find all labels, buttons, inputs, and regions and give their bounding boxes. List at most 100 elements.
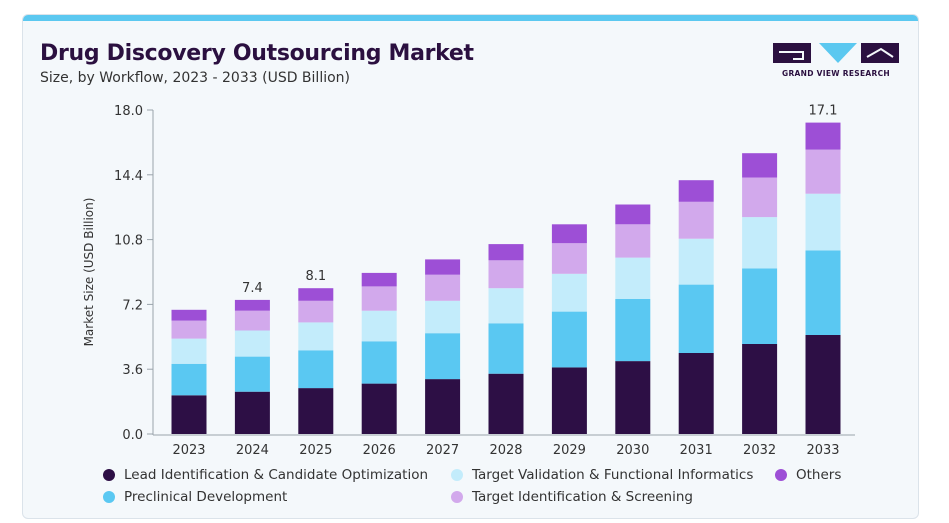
bar-segment-2033-4 [805,122,841,150]
legend-item: Target Identification & Screening [451,489,693,505]
legend-label: Target Validation & Functional Informati… [472,467,754,483]
logo-mark-center [819,43,857,63]
bar-segment-2024-1 [234,356,270,392]
x-tick-label: 2024 [236,443,269,455]
accent-bar [23,15,918,21]
bar-segment-2024-4 [234,299,270,311]
y-axis: 0.0 3.6 7.2 10.8 14.4 18.0 [114,104,154,443]
bar-segment-2031-0 [678,353,714,434]
bar-segment-2031-1 [678,284,714,353]
bar-segment-2027-4 [425,259,461,275]
bar-segment-2025-2 [298,322,334,351]
legend-item: Target Validation & Functional Informati… [451,467,753,483]
bar-segment-2025-3 [298,300,334,323]
x-tick-label: 2023 [172,443,205,455]
bar-segment-2025-4 [298,288,334,301]
bar-segment-2027-3 [425,274,461,301]
legend-label: Target Identification & Screening [472,489,693,505]
bar-segment-2026-4 [361,272,397,287]
y-tick-label: 7.2 [122,298,143,313]
legend-label: Preclinical Development [124,489,288,505]
legend-swatch [451,491,463,503]
bar-segment-2030-2 [615,257,651,299]
bar-segment-2032-2 [742,217,778,269]
x-tick-label: 2033 [806,443,839,455]
bar-segment-2027-0 [425,379,461,434]
legend-swatch [103,469,115,481]
data-label-2024: 7.4 [242,281,263,296]
chart-subtitle: Size, by Workflow, 2023 - 2033 (USD Bill… [40,70,350,86]
bar-segment-2031-2 [678,238,714,285]
bar-segment-2033-0 [805,335,841,434]
bar-segment-2026-0 [361,383,397,434]
x-tick-label: 2025 [299,443,332,455]
bar-segment-2031-3 [678,201,714,239]
bar-segment-2032-1 [742,268,778,344]
bar-segment-2027-1 [425,333,461,380]
legend-swatch [103,491,115,503]
bar-segment-2029-3 [551,243,587,274]
bar-segment-2029-2 [551,273,587,312]
bar-segment-2026-1 [361,341,397,384]
bar-segment-2029-1 [551,311,587,368]
legend-swatch [775,469,787,481]
x-tick-label: 2027 [426,443,459,455]
bar-segment-2028-3 [488,260,524,289]
grand-view-research-logo: GRAND VIEW RESEARCH [773,41,903,81]
bar-segment-2029-0 [551,367,587,434]
bar-segment-2026-2 [361,310,397,342]
bar-segment-2032-0 [742,344,778,434]
legend-swatch [451,469,463,481]
legend-item: Preclinical Development [103,489,287,505]
bar-segment-2028-1 [488,323,524,374]
bar-segment-2031-4 [678,180,714,202]
bar-segment-2030-0 [615,361,651,434]
bar-segment-2024-2 [234,330,270,357]
bar-segment-2032-4 [742,153,778,178]
bar-segment-2033-2 [805,193,841,251]
bars [171,122,841,434]
chart-title: Drug Discovery Outsourcing Market [40,41,474,66]
x-axis: 2023 2024 2025 2026 2027 2028 2029 2030 2031 2032… [153,434,855,455]
logo-mark [773,43,899,63]
chart-card: Drug Discovery Outsourcing Market Size, … [22,14,919,519]
x-tick-label: 2026 [363,443,396,455]
legend-item: Others [775,467,841,483]
logo-text: GRAND VIEW RESEARCH [782,69,890,78]
bar-segment-2033-3 [805,149,841,194]
bar-segment-2025-0 [298,388,334,434]
data-label-2033: 17.1 [809,104,838,119]
bar-segment-2023-0 [171,395,207,434]
bar-segment-2027-2 [425,300,461,334]
bar-segment-2030-3 [615,224,651,258]
bar-segment-2030-1 [615,299,651,362]
y-axis-title: Market Size (USD Billion) [82,198,96,347]
stacked-bar-chart: 0.0 3.6 7.2 10.8 14.4 18.0 2023 2024 2025 2026 20… [82,104,855,455]
y-tick-label: 14.4 [114,169,143,184]
y-tick-label: 3.6 [122,363,143,378]
bar-segment-2023-1 [171,363,207,396]
x-tick-label: 2032 [743,443,776,455]
x-tick-label: 2029 [553,443,586,455]
bar-segment-2032-3 [742,177,778,218]
data-labels: 7.4 8.1 17.1 [242,104,837,296]
y-tick-label: 0.0 [122,428,143,443]
bar-segment-2023-2 [171,338,207,364]
bar-segment-2026-3 [361,286,397,311]
bar-segment-2029-4 [551,224,587,244]
logo-mark-right [861,43,899,63]
bar-segment-2028-0 [488,373,524,434]
y-tick-label: 10.8 [114,234,143,249]
x-tick-label: 2028 [489,443,522,455]
y-tick-label: 18.0 [114,104,143,119]
x-tick-label: 2031 [680,443,713,455]
bar-segment-2024-0 [234,391,270,434]
bar-segment-2033-1 [805,250,841,335]
legend-label: Lead Identification & Candidate Optimiza… [124,467,429,483]
legend-item: Lead Identification & Candidate Optimiza… [103,467,428,483]
bar-segment-2028-4 [488,244,524,261]
bar-segment-2030-4 [615,204,651,225]
bar-segment-2023-3 [171,320,207,339]
bar-segment-2025-1 [298,350,334,389]
bar-segment-2023-4 [171,309,207,321]
